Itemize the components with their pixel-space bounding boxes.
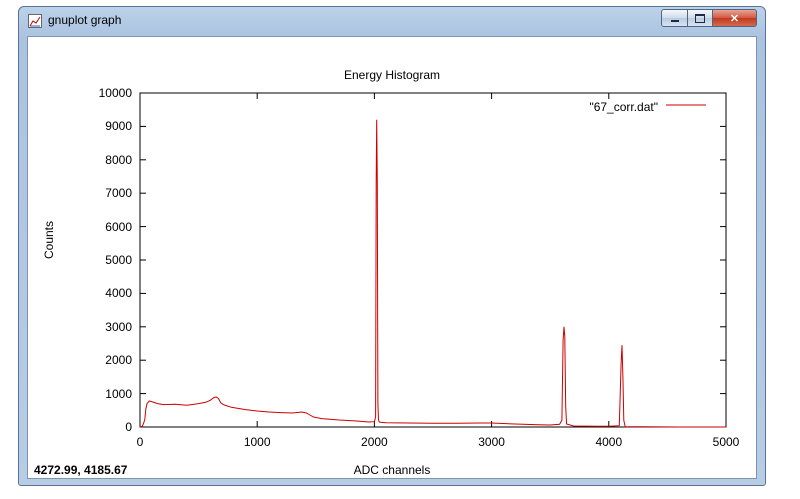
gnuplot-window: gnuplot graph ✕ Energy Histogram Counts … xyxy=(18,6,766,486)
y-tick-label: 5000 xyxy=(105,253,132,267)
y-axis-label: Counts xyxy=(42,220,56,259)
title-bar[interactable]: gnuplot graph ✕ xyxy=(19,7,765,35)
series-line-67-corr xyxy=(139,119,726,428)
window-title: gnuplot graph xyxy=(48,13,122,27)
minimize-icon xyxy=(670,20,679,22)
y-tick-label: 1000 xyxy=(105,386,132,401)
x-tick-label: 1000 xyxy=(243,435,271,449)
y-tick-label: 10000 xyxy=(98,86,132,100)
y-tick-label: 9000 xyxy=(105,119,132,134)
plot-frame xyxy=(139,92,727,428)
y-tick-label: 4000 xyxy=(105,286,132,301)
y-tick-label: 6000 xyxy=(105,219,132,234)
gnuplot-graph-icon[interactable] xyxy=(28,14,42,28)
window-controls: ✕ xyxy=(661,9,757,29)
plot-area[interactable]: Energy Histogram Counts ADC channels 427… xyxy=(27,36,757,479)
close-icon: ✕ xyxy=(729,12,740,25)
chart-canvas[interactable] xyxy=(28,37,756,478)
x-tick-label: 3000 xyxy=(478,435,505,449)
x-axis-label: ADC channels xyxy=(353,463,431,477)
y-tick-label: 2000 xyxy=(105,353,132,368)
y-tick-label: 8000 xyxy=(105,152,132,167)
x-tick-label: 5000 xyxy=(712,435,740,449)
mouse-coordinates: 4272.99, 4185.67 xyxy=(34,463,128,477)
maximize-button[interactable] xyxy=(688,9,713,27)
minimize-button[interactable] xyxy=(661,9,688,27)
y-tick-label: 3000 xyxy=(105,319,132,334)
x-tick-label: 2000 xyxy=(361,435,388,449)
x-tick-label: 0 xyxy=(136,435,144,449)
y-tick-label: 7000 xyxy=(105,186,132,201)
chart-title: Energy Histogram xyxy=(343,68,441,82)
legend-entry-label: "67_corr.dat" xyxy=(589,100,658,114)
close-button[interactable]: ✕ xyxy=(713,9,757,27)
y-tick-label: 0 xyxy=(125,420,132,434)
maximize-icon xyxy=(695,13,705,23)
x-tick-label: 4000 xyxy=(595,435,623,449)
